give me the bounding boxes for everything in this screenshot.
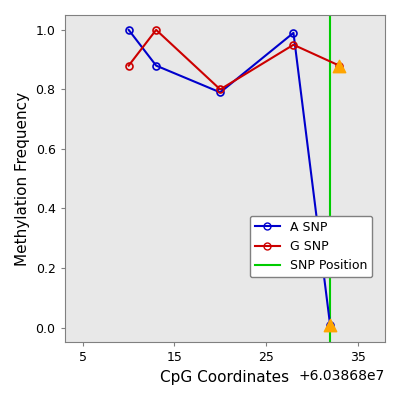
Legend: A SNP, G SNP, SNP Position: A SNP, G SNP, SNP Position	[250, 216, 372, 277]
X-axis label: CpG Coordinates: CpG Coordinates	[160, 370, 289, 385]
Point	[336, 62, 342, 69]
Y-axis label: Methylation Frequency: Methylation Frequency	[15, 92, 30, 266]
Point	[327, 321, 333, 328]
